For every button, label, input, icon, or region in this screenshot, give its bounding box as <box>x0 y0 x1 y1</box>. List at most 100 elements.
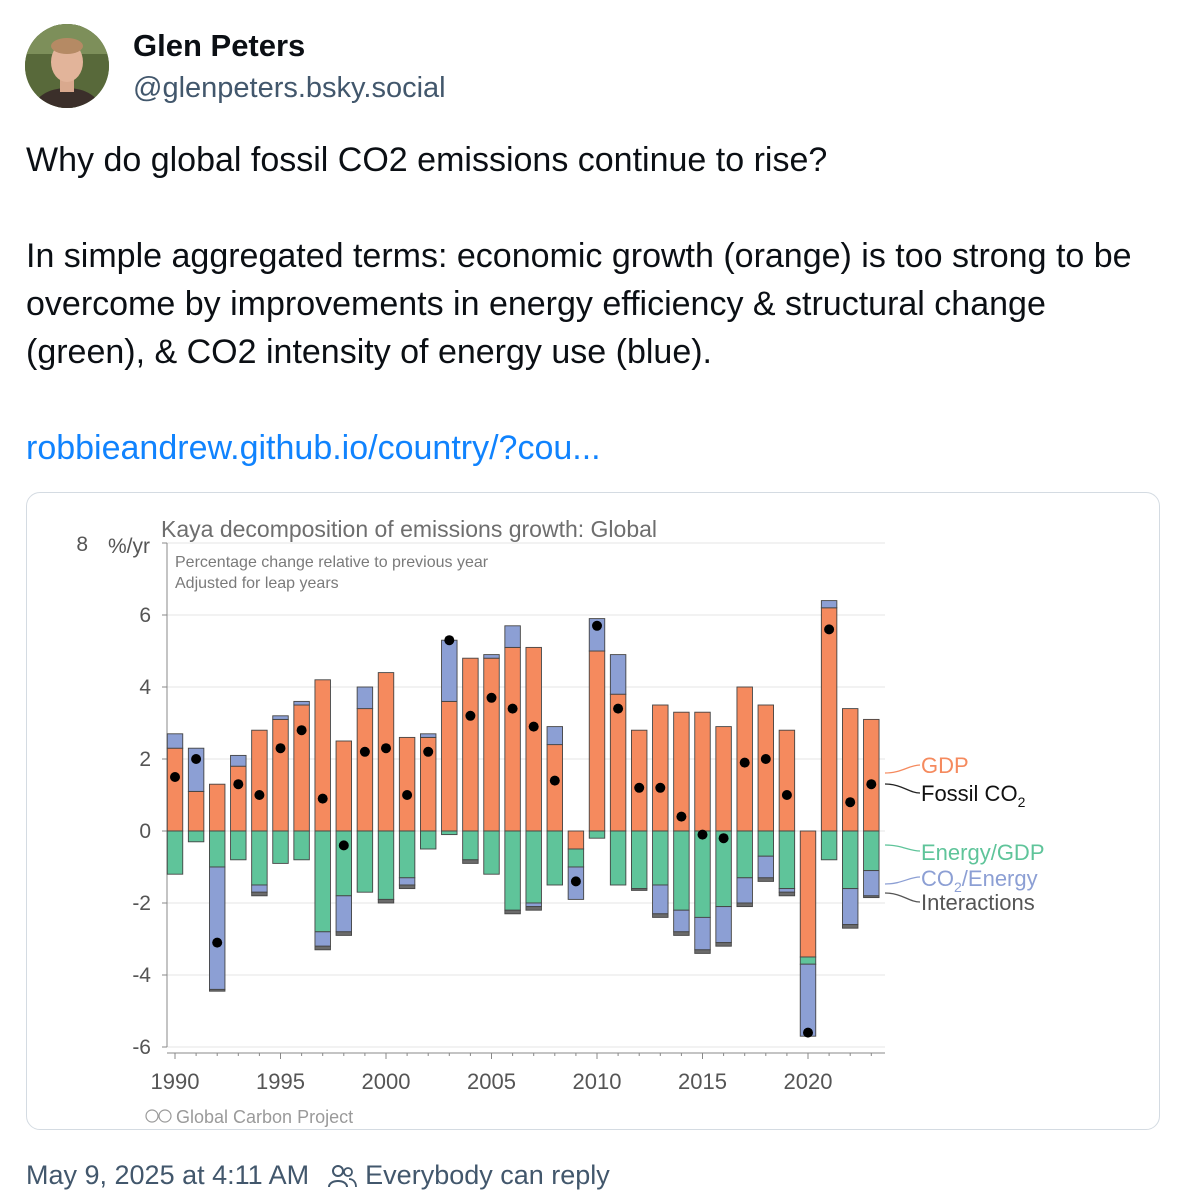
bar-gdp-2006 <box>504 646 521 832</box>
fossil-point-1999 <box>359 746 370 757</box>
bar-gdp-1990 <box>166 747 184 832</box>
fossil-point-2003 <box>444 635 455 646</box>
bar-co2-energy-2011 <box>609 654 627 695</box>
bar-energy-gdp-2008 <box>546 830 563 886</box>
bar-energy-gdp-1994 <box>251 830 268 886</box>
chart-subtitle-1: Percentage change relative to previous y… <box>175 554 489 571</box>
author-name[interactable]: Glen Peters <box>133 28 306 63</box>
reply-setting-label: Everybody can reply <box>365 1160 610 1190</box>
bar-co2-energy-2022 <box>842 888 859 926</box>
post-text: Why do global fossil CO2 emissions conti… <box>26 136 1156 472</box>
y-tick-label: 8 <box>76 533 88 556</box>
x-tick-label: 2020 <box>784 1069 833 1094</box>
author-handle[interactable]: @glenpeters.bsky.social <box>133 72 446 104</box>
bar-interactions-2007 <box>525 906 542 911</box>
by-icon <box>158 1109 172 1123</box>
chart-subtitle-2: Adjusted for leap years <box>175 575 339 592</box>
bar-interactions-2017 <box>736 902 753 908</box>
y-tick-label: 0 <box>139 820 151 843</box>
fossil-point-1992 <box>212 937 223 948</box>
bar-co2-energy-2021 <box>820 600 838 609</box>
fossil-co2-points <box>170 620 877 1038</box>
fossil-point-2014 <box>676 811 687 822</box>
author-avatar[interactable] <box>25 24 109 108</box>
legend-fossil-co2: Fossil CO2 <box>921 781 1026 810</box>
cc-icon <box>145 1109 159 1123</box>
fossil-point-2010 <box>592 620 602 631</box>
bar-energy-gdp-2006 <box>504 830 521 911</box>
bar-gdp-1992 <box>208 783 226 832</box>
fossil-point-2013 <box>655 782 666 793</box>
bars <box>166 600 880 1037</box>
y-axis-ticks: -6 -4 -2 0 2 4 6 8 <box>76 533 167 1059</box>
y-tick-label: -6 <box>132 1036 151 1059</box>
bar-co2-energy-2005 <box>483 654 500 659</box>
post-timestamp[interactable]: May 9, 2025 at 4:11 AM <box>26 1160 310 1190</box>
people-icon <box>328 1164 358 1187</box>
bar-co2-energy-2003 <box>441 639 458 702</box>
post-link[interactable]: robbieandrew.github.io/country/?cou... <box>26 429 601 467</box>
x-tick-label: 1990 <box>151 1069 200 1094</box>
fossil-point-2021 <box>824 624 835 635</box>
bar-energy-gdp-1990 <box>166 830 184 875</box>
bar-gdp-1991 <box>187 790 205 832</box>
fossil-point-2012 <box>634 782 645 793</box>
fossil-point-2019 <box>781 790 792 800</box>
chart-credit: Global Carbon Project <box>176 1107 353 1127</box>
bar-energy-gdp-1996 <box>293 830 310 861</box>
embedded-chart-image[interactable]: Kaya decomposition of emissions growth: … <box>26 492 1160 1130</box>
bar-energy-gdp-2018 <box>757 830 774 857</box>
bar-interactions-2012 <box>631 888 648 891</box>
bar-interactions-2006 <box>504 909 521 915</box>
x-tick-label: 2005 <box>467 1069 516 1094</box>
bar-interactions-2004 <box>462 859 479 864</box>
bar-gdp-2020 <box>799 830 817 958</box>
bar-energy-gdp-2017 <box>736 830 753 879</box>
bar-energy-gdp-2023 <box>863 830 880 872</box>
bar-energy-gdp-2010 <box>588 830 606 839</box>
bar-co2-energy-1995 <box>272 715 289 720</box>
bar-gdp-1997 <box>314 679 331 832</box>
bar-energy-gdp-2001 <box>398 830 416 879</box>
bar-gdp-2005 <box>483 657 500 832</box>
bar-gdp-1993 <box>230 765 247 832</box>
x-tick-label: 2010 <box>573 1069 622 1094</box>
bar-energy-gdp-1993 <box>230 830 247 861</box>
bar-interactions-2015 <box>694 949 711 954</box>
fossil-point-2015 <box>697 829 708 840</box>
x-axis-ticks: 1990 1995 2000 2005 2010 2015 2020 <box>151 1053 872 1094</box>
bar-co2-energy-1999 <box>356 686 374 710</box>
fossil-point-1997 <box>317 793 328 804</box>
bar-co2-energy-2007 <box>525 902 542 908</box>
kaya-chart: Kaya decomposition of emissions growth: … <box>76 516 1044 1127</box>
post-footer: May 9, 2025 at 4:11 AM Everybody can rep… <box>26 1160 610 1191</box>
bar-gdp-1998 <box>335 740 352 832</box>
bar-energy-gdp-1991 <box>187 830 205 843</box>
bar-co2-energy-1998 <box>335 895 352 933</box>
bar-energy-gdp-2002 <box>420 830 437 850</box>
bar-gdp-2010 <box>588 650 606 832</box>
fossil-point-2002 <box>423 746 434 757</box>
fossil-point-2008 <box>549 775 560 786</box>
bar-energy-gdp-2004 <box>462 830 479 861</box>
bar-energy-gdp-1997 <box>314 830 331 933</box>
y-tick-label: -2 <box>132 892 151 915</box>
reply-setting[interactable]: Everybody can reply <box>327 1160 610 1191</box>
bar-co2-energy-2006 <box>504 625 521 648</box>
bar-gdp-1996 <box>293 704 310 832</box>
post-text-line-2: In simple aggregated terms: economic gro… <box>26 237 1132 371</box>
bar-interactions-2022 <box>842 924 859 929</box>
credit: Global Carbon Project <box>145 1107 353 1127</box>
fossil-point-1991 <box>191 754 202 764</box>
bar-co2-energy-2018 <box>757 855 774 879</box>
bar-energy-gdp-2021 <box>820 830 838 861</box>
bar-gdp-2011 <box>609 693 627 832</box>
bar-energy-gdp-2012 <box>631 830 648 890</box>
fossil-point-2020 <box>803 1027 813 1038</box>
fossil-point-2006 <box>507 703 518 714</box>
fossil-point-1996 <box>296 725 307 736</box>
bar-gdp-1999 <box>356 708 374 832</box>
bar-gdp-2023 <box>863 718 880 832</box>
fossil-point-2009 <box>570 876 581 887</box>
bar-gdp-2015 <box>694 711 711 832</box>
